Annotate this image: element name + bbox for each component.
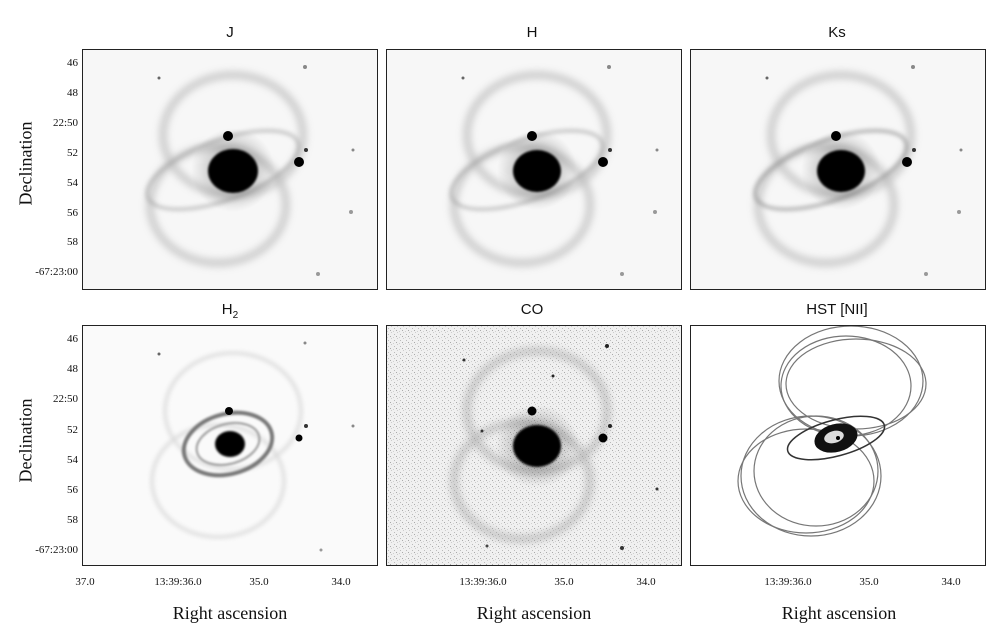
ytick-bottom-6: 58: [67, 514, 78, 526]
ytick-top-2: 22:50: [52, 117, 78, 129]
xtick-left-0: 37.0: [75, 576, 95, 588]
panel-ks-image: [690, 49, 986, 290]
xtick-left-1: 13:39:36.0: [154, 576, 202, 588]
xtick-right-0: 13:39:36.0: [764, 576, 812, 588]
panel-title-h2: H2: [221, 301, 239, 321]
xlabel-left: Right ascension: [172, 603, 288, 623]
xtick-right-2: 34.0: [941, 576, 961, 588]
ytick-top-0: 46: [67, 57, 78, 69]
xtick-middle-1: 35.0: [554, 576, 574, 588]
xtick-left-2: 35.0: [249, 576, 269, 588]
panel-h-image: [386, 49, 682, 290]
ytick-top-3: 52: [67, 147, 78, 159]
ytick-bottom-5: 56: [67, 484, 78, 496]
panel-h2-image: [82, 325, 378, 566]
ytick-bottom-4: 54: [67, 454, 78, 466]
xtick-middle-0: 13:39:36.0: [459, 576, 507, 588]
panel-title-h: H: [526, 24, 538, 41]
panel-j-image: [82, 49, 378, 290]
panel-title-co: CO: [520, 301, 544, 318]
ytick-top-5: 56: [67, 207, 78, 219]
panel-title-j: J: [226, 24, 234, 41]
panel-hst-image: [690, 325, 986, 566]
panel-title-hst: HST [NII]: [806, 301, 868, 318]
ytick-bottom-2: 22:50: [52, 393, 78, 405]
ytick-top-1: 48: [67, 87, 78, 99]
ytick-top-6: 58: [67, 236, 78, 248]
ytick-top-4: 54: [67, 177, 78, 189]
panel-title-ks: Ks: [828, 24, 846, 41]
xtick-left-3: 34.0: [331, 576, 351, 588]
ytick-bottom-3: 52: [67, 424, 78, 436]
ytick-bottom-0: 46: [67, 333, 78, 345]
xlabel-middle: Right ascension: [476, 603, 592, 623]
panel-co-image: [386, 325, 682, 566]
xtick-right-1: 35.0: [859, 576, 879, 588]
xtick-middle-2: 34.0: [636, 576, 656, 588]
ytick-top-7: -67:23:00: [35, 266, 78, 278]
ytick-bottom-7: -67:23:00: [35, 544, 78, 556]
ytick-bottom-1: 48: [67, 363, 78, 375]
xlabel-right: Right ascension: [781, 603, 897, 623]
